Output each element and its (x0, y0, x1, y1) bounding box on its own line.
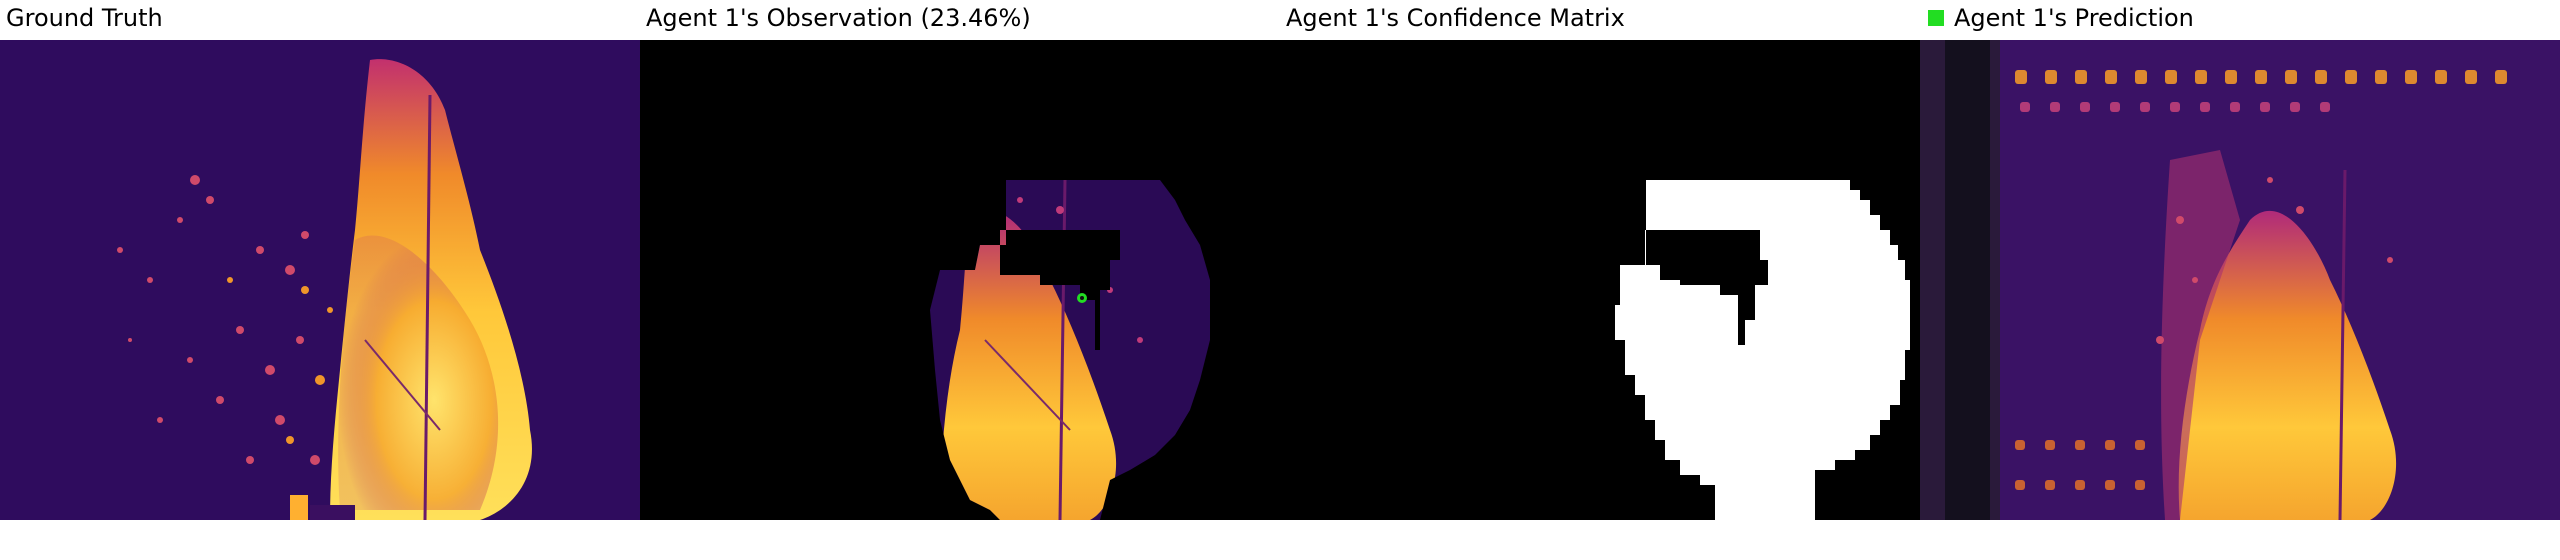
prediction-panel: Agent 1's Prediction (1920, 0, 2560, 560)
ground-truth-panel: Ground Truth (0, 0, 640, 560)
ground-truth-title: Ground Truth (6, 4, 163, 32)
observation-panel: Agent 1's Observation (23.46%) (640, 0, 1280, 560)
confidence-image (1280, 40, 1920, 520)
prediction-title: Agent 1's Prediction (1954, 4, 2194, 32)
observation-image (640, 40, 1280, 520)
observation-title: Agent 1's Observation (23.46%) (646, 4, 1031, 32)
confidence-title: Agent 1's Confidence Matrix (1286, 4, 1625, 32)
prediction-legend-swatch (1928, 10, 1944, 26)
confidence-panel: Agent 1's Confidence Matrix (1280, 0, 1920, 560)
ground-truth-image (0, 40, 640, 520)
prediction-image (1920, 40, 2560, 520)
